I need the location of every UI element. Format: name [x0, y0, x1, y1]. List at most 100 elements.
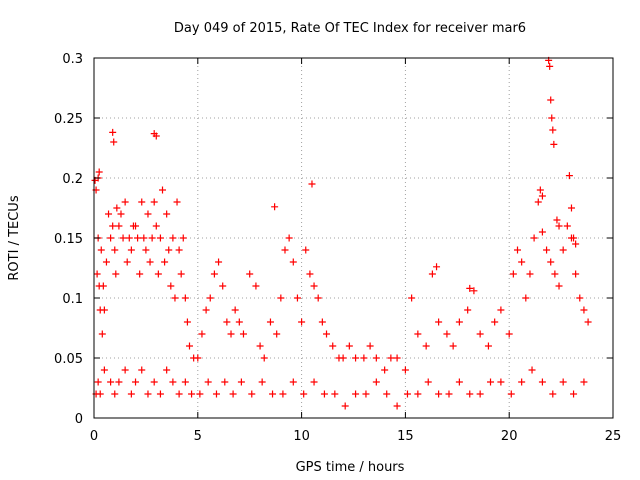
data-point [428, 270, 436, 278]
data-point [194, 354, 202, 362]
data-point [435, 390, 443, 398]
data-point [538, 192, 546, 200]
data-point [175, 390, 183, 398]
data-point [112, 270, 120, 278]
data-point [497, 378, 505, 386]
data-point [150, 378, 158, 386]
data-point [547, 258, 555, 266]
data-point [134, 234, 142, 242]
data-point [109, 128, 117, 136]
data-point [248, 390, 256, 398]
data-point [546, 62, 554, 70]
data-point [119, 234, 127, 242]
data-point [433, 263, 441, 271]
data-point [121, 198, 129, 206]
data-point [138, 198, 146, 206]
data-point [393, 402, 401, 410]
y-axis-label: ROTI / TECUs [7, 195, 22, 280]
data-point [279, 390, 287, 398]
data-point [538, 228, 546, 236]
data-point [403, 390, 411, 398]
data-points [91, 56, 592, 410]
x-tick-label: 15 [397, 429, 414, 444]
data-point [424, 378, 432, 386]
data-point [362, 390, 370, 398]
data-point [204, 378, 212, 386]
data-point [570, 234, 578, 242]
data-point [572, 240, 580, 248]
data-point [300, 390, 308, 398]
data-point [476, 390, 484, 398]
data-point [99, 282, 107, 290]
data-point [293, 294, 301, 302]
y-tick-label: 0.3 [62, 52, 83, 67]
data-point [543, 246, 551, 254]
data-point [156, 234, 164, 242]
data-point [109, 222, 117, 230]
data-point [553, 216, 561, 224]
data-point [138, 366, 146, 374]
data-point [445, 390, 453, 398]
data-point [414, 330, 422, 338]
data-point [507, 390, 515, 398]
data-point [167, 282, 175, 290]
data-point [559, 378, 567, 386]
data-point [497, 306, 505, 314]
data-point [565, 172, 573, 180]
data-point [183, 318, 191, 326]
data-point [491, 318, 499, 326]
data-point [567, 204, 575, 212]
data-point [509, 270, 517, 278]
data-point [466, 284, 474, 292]
data-point [422, 342, 430, 350]
data-point [310, 378, 318, 386]
data-point [107, 378, 115, 386]
data-point [320, 390, 328, 398]
data-point [372, 354, 380, 362]
data-point [563, 222, 571, 230]
x-tick-label: 10 [293, 429, 310, 444]
data-point [181, 378, 189, 386]
data-point [548, 114, 556, 122]
data-point [576, 294, 584, 302]
data-point [169, 378, 177, 386]
data-point [526, 270, 534, 278]
data-point [185, 342, 193, 350]
data-point [115, 378, 123, 386]
data-point [314, 294, 322, 302]
data-point [127, 246, 135, 254]
data-point [281, 246, 289, 254]
data-point [393, 354, 401, 362]
data-point [518, 258, 526, 266]
data-point [206, 294, 214, 302]
data-point [175, 246, 183, 254]
data-point [580, 378, 588, 386]
data-point [252, 282, 260, 290]
data-point [105, 210, 113, 218]
data-point [219, 282, 227, 290]
data-point [246, 270, 254, 278]
data-point [159, 186, 167, 194]
data-point [150, 198, 158, 206]
data-point [177, 270, 185, 278]
data-point [318, 318, 326, 326]
data-point [514, 246, 522, 254]
data-point [163, 366, 171, 374]
data-point [196, 390, 204, 398]
data-point [123, 258, 131, 266]
data-point [277, 294, 285, 302]
x-tick-label: 25 [605, 429, 622, 444]
data-point [323, 330, 331, 338]
data-point [98, 330, 106, 338]
data-point [188, 390, 196, 398]
data-point [115, 222, 123, 230]
data-point [551, 270, 559, 278]
data-point [102, 258, 110, 266]
data-point [144, 210, 152, 218]
data-point [298, 318, 306, 326]
data-point [221, 378, 229, 386]
data-point [152, 222, 160, 230]
data-point [181, 294, 189, 302]
y-tick-label: 0.05 [54, 352, 83, 367]
